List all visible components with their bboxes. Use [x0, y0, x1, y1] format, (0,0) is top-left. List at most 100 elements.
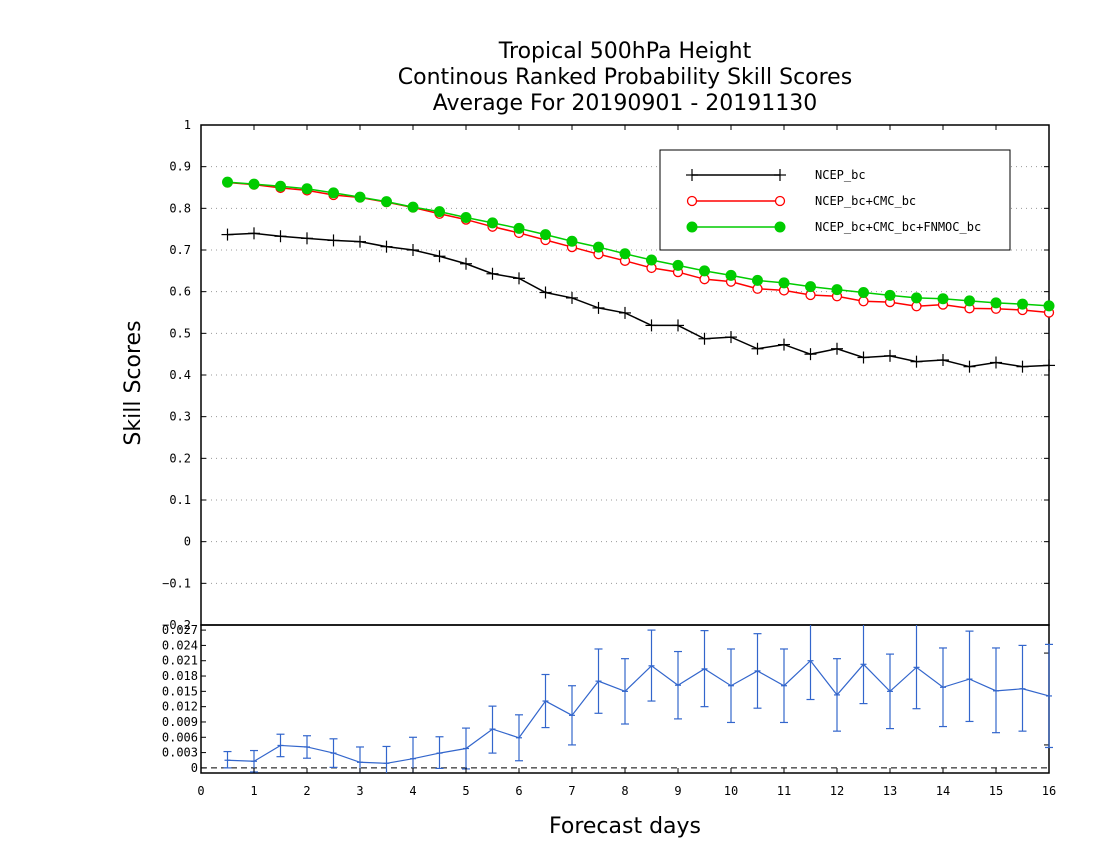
- error-bar: [780, 648, 788, 724]
- error-bar: [859, 625, 868, 705]
- error-bar: [409, 736, 417, 773]
- data-point: [1043, 300, 1055, 312]
- error-bar: [700, 630, 709, 708]
- diff-y-tick-label: 0.024: [162, 638, 198, 652]
- error-bar: [568, 685, 576, 746]
- x-tick-label: 13: [883, 784, 897, 798]
- x-tick-label: 8: [621, 784, 628, 798]
- error-bar: [382, 745, 391, 773]
- data-point: [699, 265, 710, 277]
- error-bar: [435, 736, 444, 770]
- data-point: [407, 201, 419, 213]
- y-axis-label: Skill Scores: [121, 320, 146, 445]
- title-line-3: Average For 20190901 - 20191130: [433, 91, 818, 116]
- x-tick-label: 7: [568, 784, 575, 798]
- y-tick-label: 1: [184, 118, 191, 132]
- error-bar: [833, 658, 841, 732]
- y-tick-label: 0.3: [169, 410, 191, 424]
- error-bar: [303, 735, 311, 759]
- data-point: [275, 180, 286, 192]
- title-line-1: Tropical 500hPa Height: [498, 39, 752, 64]
- legend-label: NCEP_bc+CMC_bc+FNMOC_bc: [815, 220, 981, 234]
- data-point: [513, 222, 525, 234]
- data-point: [831, 284, 843, 296]
- diff-y-tick-label: 0.003: [162, 746, 198, 760]
- x-tick-label: 12: [830, 784, 844, 798]
- y-tick-label: 0.8: [169, 201, 191, 215]
- data-point: [460, 212, 472, 223]
- data-point: [884, 289, 896, 301]
- title-line-2: Continous Ranked Probability Skill Score…: [398, 65, 852, 90]
- data-point: [937, 293, 949, 305]
- difference-line: [227, 659, 1050, 764]
- data-point: [778, 277, 790, 289]
- error-bar: [727, 648, 735, 724]
- difference-series: [223, 625, 1053, 773]
- diff-y-tick-label: 0.012: [162, 700, 198, 714]
- data-point: [540, 229, 551, 241]
- error-bar: [462, 727, 470, 770]
- data-point: [725, 269, 737, 281]
- x-tick-label: 10: [724, 784, 738, 798]
- data-point: [593, 241, 604, 253]
- y-tick-label: −0.2: [162, 618, 191, 632]
- x-tick-label: 16: [1042, 784, 1056, 798]
- error-bar: [515, 714, 523, 762]
- legend-box: [659, 149, 1011, 251]
- data-point: [1017, 298, 1028, 310]
- data-point: [222, 176, 233, 188]
- error-bar: [674, 650, 682, 720]
- x-tick-label: 1: [250, 784, 257, 798]
- data-point: [487, 217, 498, 229]
- error-bar: [621, 658, 629, 725]
- diff-y-tick-label: 0.027: [162, 623, 198, 637]
- data-point: [301, 183, 313, 195]
- error-bar: [965, 630, 974, 723]
- error-bar: [992, 647, 1000, 734]
- series-line: [227, 232, 1050, 368]
- y-tick-label: 0.1: [169, 493, 191, 507]
- x-tick-label: 0: [197, 784, 204, 798]
- legend-label: NCEP_bc+CMC_bc: [815, 194, 916, 208]
- error-bar: [488, 705, 497, 754]
- y-tick-label: 0.6: [169, 285, 191, 299]
- data-point: [354, 191, 366, 203]
- legend: NCEP_bc NCEP_bc+CMC_bc NCEP_bc+CMC_bc+FNMO…: [659, 149, 1011, 251]
- y-tick-label: 0.2: [169, 451, 191, 465]
- diff-y-tick-label: 0.006: [162, 730, 198, 744]
- data-point: [964, 295, 975, 307]
- diff-y-tick-label: 0.009: [162, 715, 198, 729]
- error-bar: [1018, 644, 1027, 732]
- data-point: [774, 195, 786, 207]
- data-point: [381, 196, 392, 208]
- diff-y-tick-label: 0.018: [162, 669, 198, 683]
- y-tick-label: 0.7: [169, 243, 191, 257]
- x-tick-label: 15: [989, 784, 1003, 798]
- data-point: [858, 287, 869, 298]
- x-tick-label: 2: [303, 784, 310, 798]
- diff-y-tick-label: 0.015: [162, 684, 198, 698]
- diff-y-tick-label: 0: [191, 761, 198, 775]
- x-tick-label: 11: [777, 784, 791, 798]
- data-point: [619, 248, 631, 260]
- data-point: [328, 187, 339, 199]
- data-point: [752, 274, 763, 286]
- data-point: [566, 235, 578, 247]
- data-point: [858, 296, 869, 307]
- x-tick-label: 14: [936, 784, 950, 798]
- data-point: [248, 178, 260, 190]
- data-point: [686, 221, 698, 233]
- error-bar: [939, 647, 947, 728]
- x-axis-label: Forecast days: [549, 814, 701, 839]
- legend-label: NCEP_bc: [815, 168, 866, 182]
- error-bar: [1045, 643, 1053, 749]
- data-point: [686, 195, 698, 207]
- y-tick-label: 0.5: [169, 326, 191, 340]
- x-tick-label: 4: [409, 784, 416, 798]
- error-bar: [886, 653, 894, 730]
- y-tick-label: −0.1: [162, 576, 191, 590]
- y-tick-label: 0.4: [169, 368, 191, 382]
- error-bar: [753, 633, 762, 709]
